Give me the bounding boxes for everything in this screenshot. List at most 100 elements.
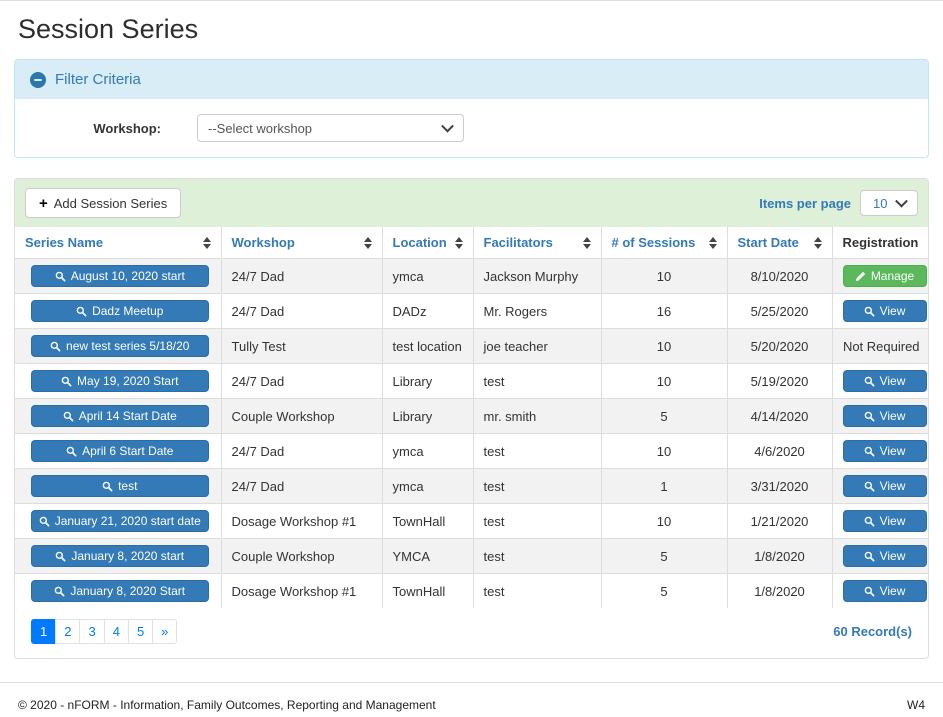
- series-link-button[interactable]: May 19, 2020 Start: [31, 370, 209, 392]
- workshop-label: Workshop:: [93, 120, 161, 136]
- series-name-cell: January 21, 2020 start date: [15, 503, 222, 539]
- table-row: test 24/7 Dad ymca test 1 3/31/2020 View: [15, 468, 928, 504]
- facilitators-cell: test: [473, 538, 602, 574]
- items-per-page-label: Items per page: [759, 195, 851, 211]
- search-icon: [66, 446, 77, 456]
- sort-icon[interactable]: [203, 237, 211, 249]
- sort-icon[interactable]: [814, 237, 822, 249]
- record-count: 60 Record(s): [833, 624, 912, 639]
- facilitators-cell: test: [473, 468, 602, 504]
- start-date-cell: 4/6/2020: [727, 433, 833, 469]
- view-button-label: View: [879, 304, 906, 318]
- search-icon: [864, 481, 875, 491]
- column-header-start-date[interactable]: Start Date: [727, 227, 833, 259]
- filter-criteria-title: Filter Criteria: [55, 71, 141, 88]
- series-name-label: January 21, 2020 start date: [54, 514, 201, 528]
- series-name-cell: Dadz Meetup: [15, 293, 222, 329]
- series-link-button[interactable]: August 10, 2020 start: [31, 265, 209, 287]
- column-header-of-sessions[interactable]: # of Sessions: [601, 227, 728, 259]
- pagination-page-1[interactable]: 1: [31, 619, 57, 644]
- manage-registration-button[interactable]: Manage: [842, 265, 927, 287]
- location-cell: ymca: [382, 468, 474, 504]
- facilitators-cell: Jackson Murphy: [473, 258, 602, 294]
- view-registration-button[interactable]: View: [842, 545, 927, 567]
- sort-icon[interactable]: [583, 237, 591, 249]
- table-header-row: Series Name Workshop Location Facilitators #…: [15, 227, 928, 259]
- series-link-button[interactable]: Dadz Meetup: [31, 300, 209, 322]
- view-registration-button[interactable]: View: [842, 510, 927, 532]
- pagination-next-button[interactable]: »: [152, 619, 178, 644]
- sessions-cell: 5: [601, 398, 728, 434]
- view-registration-button[interactable]: View: [842, 440, 927, 462]
- series-link-button[interactable]: test: [31, 475, 209, 497]
- add-session-series-label: Add Session Series: [53, 195, 168, 211]
- registration-cell: View: [832, 433, 928, 469]
- view-registration-button[interactable]: View: [842, 475, 927, 497]
- search-icon: [864, 446, 875, 456]
- table-row: January 8, 2020 start Couple Workshop YMCA…: [15, 538, 928, 574]
- column-header-location[interactable]: Location: [382, 227, 474, 259]
- search-icon: [55, 271, 66, 281]
- series-link-button[interactable]: new test series 5/18/20: [31, 335, 209, 357]
- series-name-cell: January 8, 2020 Start: [15, 573, 222, 608]
- view-button-label: View: [879, 549, 906, 563]
- series-name-label: August 10, 2020 start: [70, 269, 185, 283]
- registration-cell: View: [832, 573, 928, 608]
- series-name-label: April 14 Start Date: [78, 409, 177, 423]
- series-name-cell: new test series 5/18/20: [15, 328, 222, 364]
- facilitators-cell: Mr. Rogers: [473, 293, 602, 329]
- view-registration-button[interactable]: View: [842, 300, 927, 322]
- series-link-button[interactable]: January 21, 2020 start date: [31, 510, 209, 532]
- pagination-page-4[interactable]: 4: [103, 619, 129, 644]
- registration-cell: View: [832, 538, 928, 574]
- location-cell: TownHall: [382, 503, 474, 539]
- facilitators-cell: test: [473, 433, 602, 469]
- view-registration-button[interactable]: View: [842, 405, 927, 427]
- start-date-cell: 5/19/2020: [727, 363, 833, 399]
- series-link-button[interactable]: April 14 Start Date: [31, 405, 209, 427]
- sessions-cell: 10: [601, 503, 728, 539]
- registration-cell: View: [832, 398, 928, 434]
- sort-icon[interactable]: [455, 237, 463, 249]
- view-registration-button[interactable]: View: [842, 370, 927, 392]
- series-name-label: January 8, 2020 start: [71, 549, 185, 563]
- registration-cell: Not Required: [832, 328, 928, 364]
- items-per-page-select[interactable]: 10: [860, 190, 918, 216]
- column-header-registration: Registration: [832, 227, 928, 259]
- filter-criteria-header[interactable]: Filter Criteria: [15, 60, 928, 99]
- series-link-button[interactable]: January 8, 2020 Start: [31, 580, 209, 602]
- minus-circle-icon[interactable]: [30, 71, 46, 88]
- search-icon: [76, 306, 87, 316]
- add-session-series-button[interactable]: + Add Session Series: [25, 188, 182, 218]
- column-header-series-name[interactable]: Series Name: [15, 227, 222, 259]
- pagination-page-5[interactable]: 5: [127, 619, 154, 644]
- search-icon: [864, 306, 875, 316]
- pencil-icon: [855, 271, 865, 281]
- sort-icon[interactable]: [364, 237, 372, 249]
- session-series-card: + Add Session Series Items per page 10 S…: [14, 178, 929, 659]
- location-cell: ymca: [382, 433, 474, 469]
- workshop-select[interactable]: --Select workshop: [197, 114, 464, 142]
- workshop-cell: 24/7 Dad: [221, 433, 383, 469]
- session-series-table: Series Name Workshop Location Facilitators #…: [15, 227, 928, 608]
- pagination-page-2[interactable]: 2: [55, 619, 81, 644]
- column-header-workshop[interactable]: Workshop: [221, 227, 383, 259]
- view-registration-button[interactable]: View: [842, 580, 927, 602]
- pagination-page-3[interactable]: 3: [79, 619, 105, 644]
- facilitators-cell: test: [473, 573, 602, 608]
- series-link-button[interactable]: January 8, 2020 start: [31, 545, 209, 567]
- column-header-facilitators[interactable]: Facilitators: [473, 227, 602, 259]
- table-toolbar: + Add Session Series Items per page 10: [15, 179, 928, 227]
- workshop-cell: Couple Workshop: [221, 538, 383, 574]
- table-footer: 1 2 3 4 5» 60 Record(s): [15, 608, 928, 658]
- manage-button-label: Manage: [870, 269, 915, 283]
- column-header-label: Start Date: [737, 235, 799, 250]
- workshop-cell: Couple Workshop: [221, 398, 383, 434]
- filter-criteria-body: Workshop: --Select workshop: [15, 99, 928, 157]
- workshop-cell: Tully Test: [221, 328, 383, 364]
- series-link-button[interactable]: April 6 Start Date: [31, 440, 209, 462]
- workshop-cell: 24/7 Dad: [221, 363, 383, 399]
- column-header-label: Series Name: [25, 235, 104, 250]
- sort-icon[interactable]: [709, 237, 717, 249]
- series-name-label: April 6 Start Date: [82, 444, 174, 458]
